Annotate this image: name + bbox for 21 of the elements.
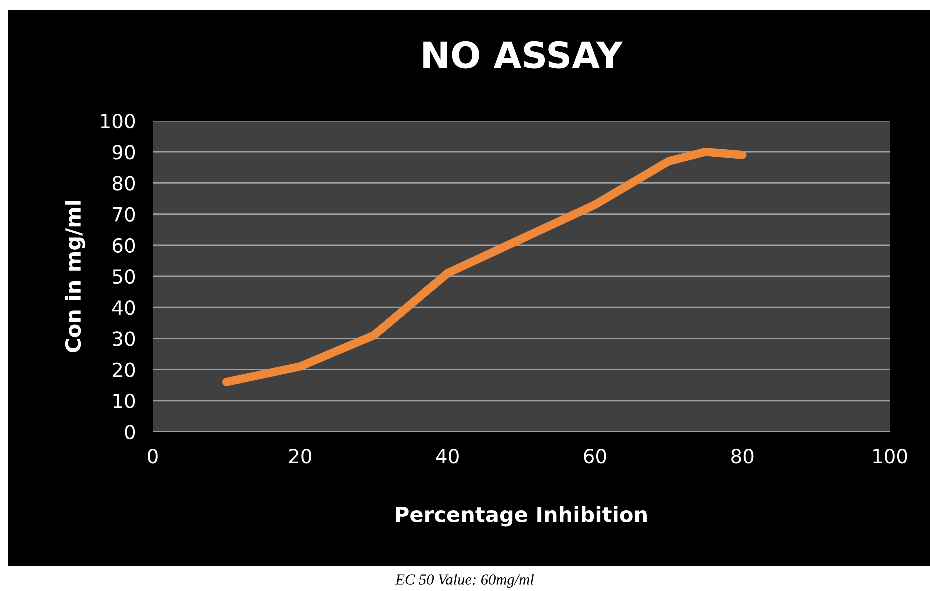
y-tick-label: 30 [113,332,136,346]
x-tick-label: 40 [436,449,459,464]
text: EC 50 Value: 60mg/ml [395,574,534,588]
y-tick-label: 90 [112,145,136,160]
x-tick-label: 0 [148,449,158,464]
x-axis-title: Percentage Inhibition [396,506,647,527]
chart-title: NO ASSAY [424,41,624,69]
x-tick-label: 80 [732,449,754,464]
x-tick-label: 60 [584,449,606,464]
y-tick-label: 10 [114,394,136,409]
x-tick-label: 20 [289,449,312,464]
y-tick-label: 20 [113,362,136,378]
y-tick-label: 70 [113,207,136,222]
y-tick-label: 80 [112,176,136,191]
x-tick-label: 100 [874,449,908,464]
y-tick-label: 0 [125,424,136,440]
y-tick-label: 40 [112,300,136,316]
y-axis-title: Con in mg/ml [65,201,86,352]
y-tick-label: 50 [113,269,136,284]
y-tick-label: 60 [112,238,136,254]
y-tick-label: 100 [101,114,136,129]
